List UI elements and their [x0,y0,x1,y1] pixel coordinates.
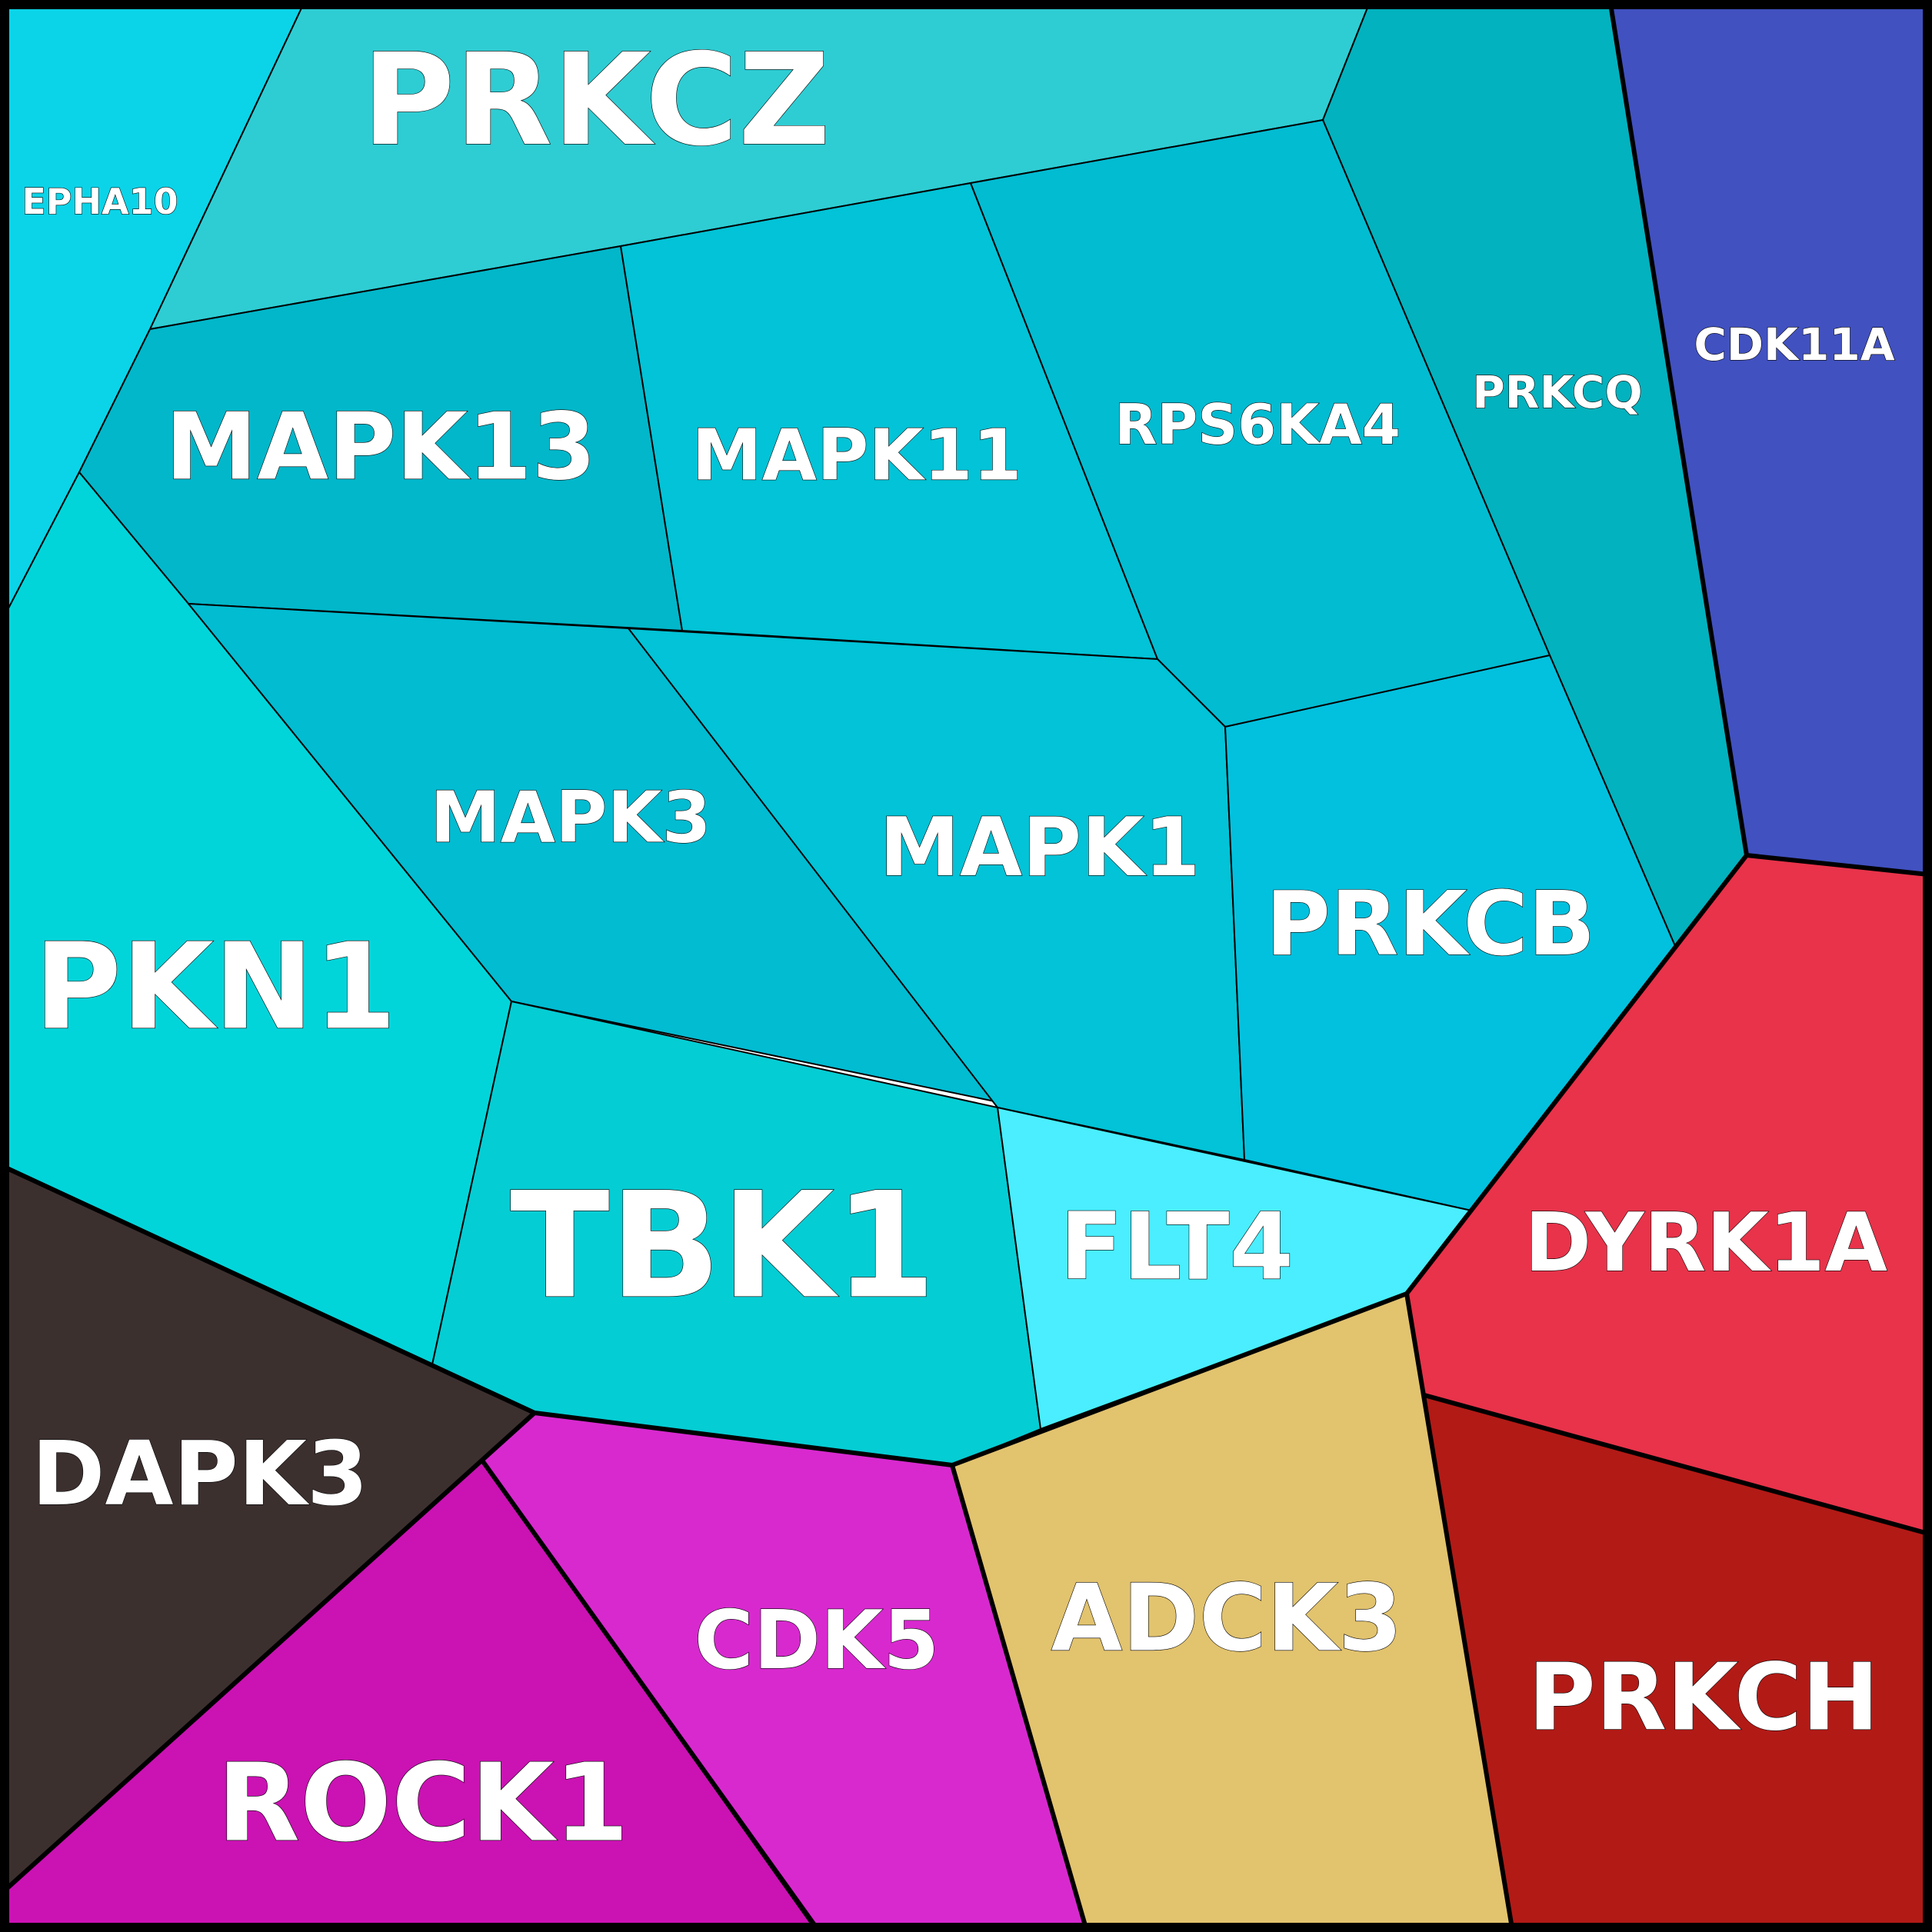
adck3-prkch-border [1404,1291,1514,1930]
label-cdk11a: CDK11A [1694,318,1894,371]
dyrk1a-prkch-border [1422,1393,1930,1536]
cdk5-adck3-border [950,1463,1088,1930]
label-mapk3: MAPK3 [430,777,711,859]
label-adck3: ADCK3 [1051,1566,1402,1673]
dapk3-rock1-border [2,1411,537,1894]
label-mapk13: MAPK13 [165,395,596,501]
label-epha10: EPHA10 [22,181,178,222]
label-cdk5: CDK5 [695,1594,940,1687]
label-prkch: PRKCH [1528,1645,1879,1752]
label-pkn1: PKN1 [34,918,396,1057]
label-prkcq: PRKCQ [1472,366,1642,418]
label-tbk1: TBK1 [510,1161,936,1331]
rock1-cdk5-border [480,1458,819,1930]
label-prkcz: PRKCZ [361,26,830,174]
treemap-labels: EPHA10 PRKCZ PRKCQ CDK11A MAPK13 MAPK11 RPS6KA… [22,25,1896,1867]
cyan-group-border [2,2,1749,1467]
label-dapk3: DAPK3 [32,1423,368,1526]
label-flt4: FLT4 [1060,1194,1294,1301]
label-prkcb: PRKCB [1266,873,1596,976]
label-rock1: ROCK1 [217,1741,628,1867]
label-rps6ka4: RPS6KA4 [1114,392,1401,457]
label-dyrk1a: DYRK1A [1524,1196,1887,1290]
label-mapk1: MAPK1 [879,801,1200,894]
cdk11a-dyrk1a-border [1744,853,1930,877]
label-mapk11: MAPK11 [691,415,1022,497]
